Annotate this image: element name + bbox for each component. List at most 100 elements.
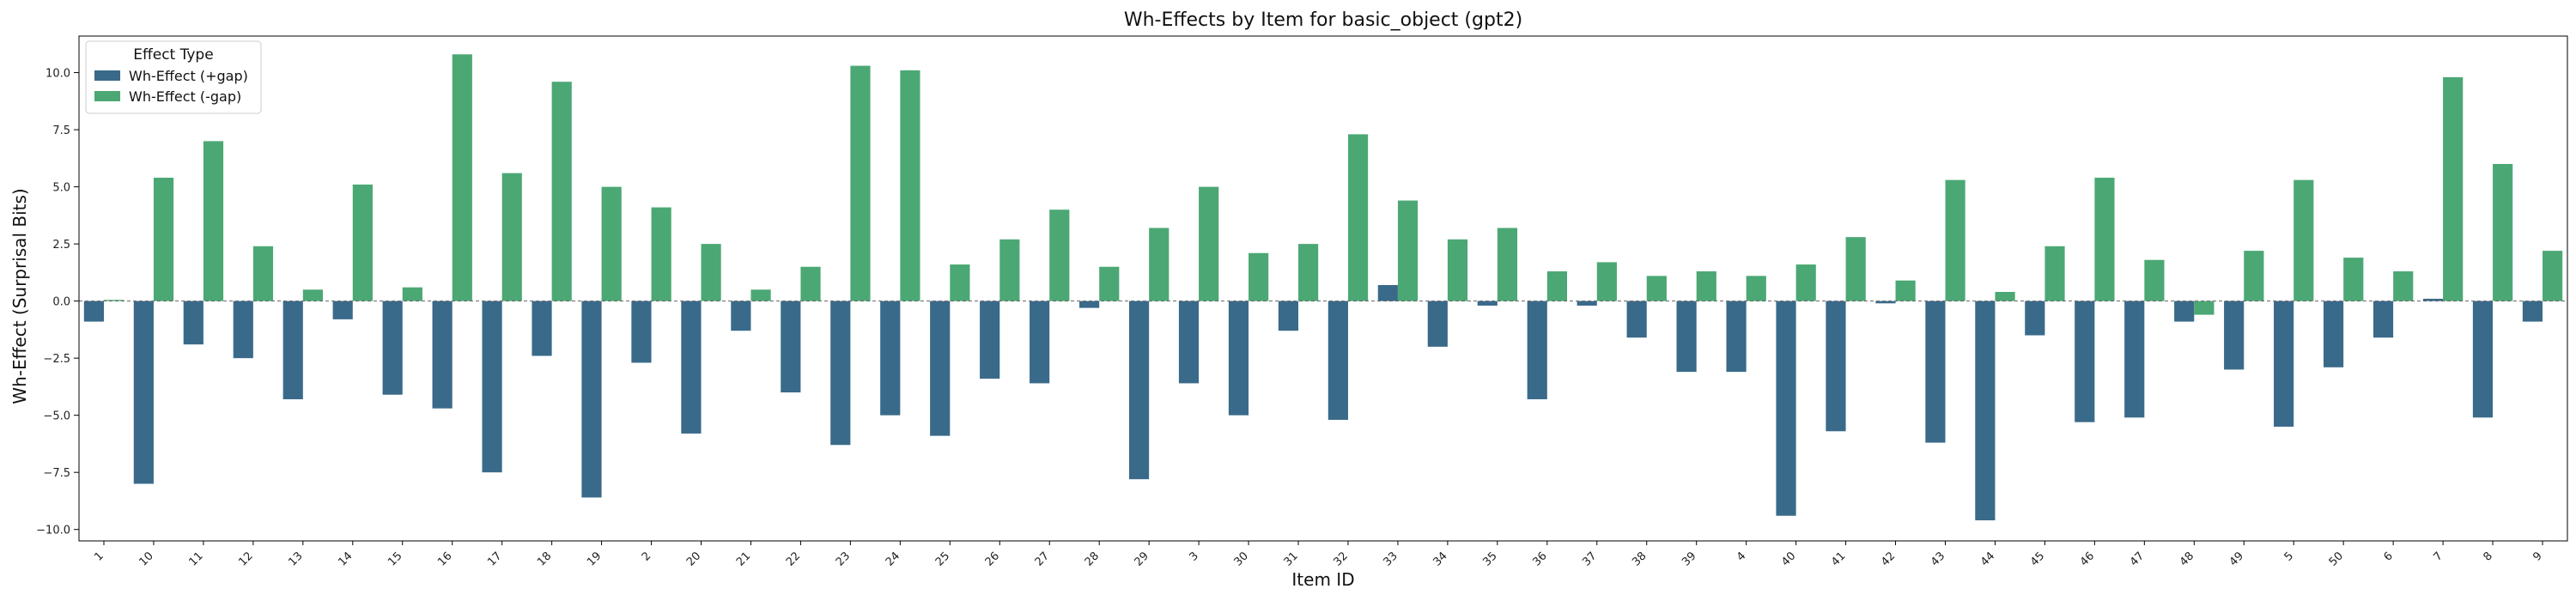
x-tick-label: 8 <box>2481 549 2494 563</box>
legend-title: Effect Type <box>133 46 213 64</box>
bar-minus-gap-29 <box>1149 228 1170 301</box>
bar-plus-gap-39 <box>1676 300 1697 373</box>
bar-minus-gap-25 <box>950 264 970 301</box>
bar-minus-gap-14 <box>352 184 373 301</box>
bar-plus-gap-17 <box>482 300 502 473</box>
bar-minus-gap-38 <box>1646 276 1667 301</box>
bar-plus-gap-29 <box>1128 300 1150 480</box>
y-tick-label: 0.0 <box>52 296 70 309</box>
bar-plus-gap-45 <box>2025 300 2045 336</box>
bar-minus-gap-4 <box>1746 276 1766 301</box>
bar-minus-gap-49 <box>2244 251 2264 301</box>
x-tick-label: 41 <box>1829 549 1848 568</box>
bar-plus-gap-48 <box>2174 300 2195 322</box>
legend-entry: Wh-Effect (-gap) <box>129 88 241 105</box>
bar-plus-gap-35 <box>1477 300 1498 306</box>
bar-plus-gap-24 <box>880 300 901 416</box>
y-tick-label: 2.5 <box>52 239 70 252</box>
bar-plus-gap-16 <box>432 300 453 409</box>
bar-plus-gap-11 <box>183 300 204 345</box>
y-axis-label: Wh-Effect (Surprisal Bits) <box>9 188 30 404</box>
legend-swatch <box>94 91 120 101</box>
bar-minus-gap-17 <box>501 173 522 301</box>
x-tick-label: 33 <box>1381 549 1400 568</box>
bar-minus-gap-22 <box>800 266 821 301</box>
bar-minus-gap-20 <box>701 244 721 301</box>
bar-plus-gap-18 <box>532 300 552 356</box>
bar-plus-gap-30 <box>1228 300 1249 416</box>
legend: Effect Type Wh-Effect (+gap) Wh-Effect (-g… <box>85 40 262 114</box>
x-tick-label: 14 <box>336 549 355 568</box>
bar-plus-gap-41 <box>1826 300 1846 432</box>
bar-minus-gap-30 <box>1249 252 1269 301</box>
bar-minus-gap-35 <box>1497 228 1518 301</box>
bar-plus-gap-23 <box>830 300 851 446</box>
bar-minus-gap-9 <box>2543 251 2563 301</box>
x-tick-label: 22 <box>784 549 803 568</box>
bar-minus-gap-31 <box>1298 244 1319 301</box>
x-tick-label: 42 <box>1879 549 1898 568</box>
x-tick-label: 16 <box>435 549 454 568</box>
y-tick-label: 5.0 <box>52 182 70 195</box>
bar-plus-gap-31 <box>1278 300 1299 331</box>
bar-minus-gap-16 <box>452 54 472 301</box>
x-tick-label: 29 <box>1133 549 1151 568</box>
x-tick-label: 38 <box>1630 549 1649 568</box>
x-tick-label: 39 <box>1680 549 1698 568</box>
x-tick-label: 25 <box>933 549 952 568</box>
bar-minus-gap-7 <box>2443 76 2464 301</box>
bar-minus-gap-41 <box>1845 237 1866 301</box>
bar-minus-gap-50 <box>2343 258 2364 301</box>
bar-minus-gap-2 <box>651 207 671 301</box>
bar-minus-gap-3 <box>1199 186 1219 301</box>
legend-swatch <box>94 70 120 81</box>
x-tick-label: 46 <box>2078 549 2097 568</box>
y-tick-label: 10.0 <box>46 68 70 81</box>
x-tick-label: 45 <box>2028 549 2047 568</box>
x-tick-label: 10 <box>137 549 155 568</box>
x-tick-label: 35 <box>1480 549 1499 568</box>
plot-frame <box>78 35 2568 542</box>
x-tick-label: 47 <box>2128 549 2147 568</box>
bar-plus-gap-37 <box>1577 300 1597 306</box>
bar-plus-gap-33 <box>1377 285 1398 301</box>
bar-minus-gap-47 <box>2144 259 2165 301</box>
x-tick-label: 27 <box>1033 549 1052 568</box>
bar-minus-gap-12 <box>252 246 274 301</box>
legend-entry: Wh-Effect (+gap) <box>129 68 248 84</box>
x-tick-label: 50 <box>2327 549 2346 568</box>
x-tick-label: 2 <box>640 549 653 563</box>
bar-minus-gap-44 <box>1995 291 2015 301</box>
plot-area <box>79 54 2567 521</box>
bar-minus-gap-43 <box>1945 179 1965 301</box>
bar-minus-gap-15 <box>402 287 422 301</box>
bar-minus-gap-8 <box>2493 163 2513 301</box>
x-tick-label: 20 <box>684 549 703 568</box>
bar-plus-gap-28 <box>1078 300 1100 308</box>
bar-minus-gap-13 <box>302 289 324 301</box>
bar-plus-gap-40 <box>1776 300 1796 516</box>
axes: −10.0 −7.5 −5.0 −2.5 0.0 2.5 5.0 7.5 10.0 1 10 11 12… <box>36 35 2568 569</box>
bar-plus-gap-19 <box>581 300 602 498</box>
bar-plus-gap-50 <box>2323 300 2344 367</box>
x-tick-label: 48 <box>2178 549 2196 568</box>
bar-plus-gap-5 <box>2274 300 2294 427</box>
bar-plus-gap-12 <box>233 300 253 359</box>
bar-minus-gap-18 <box>551 82 572 301</box>
bar-minus-gap-36 <box>1546 271 1568 301</box>
y-tick-label: −2.5 <box>43 353 70 366</box>
bar-minus-gap-42 <box>1895 280 1916 301</box>
chart-title: Wh-Effects by Item for basic_object (gpt… <box>1124 9 1522 31</box>
bar-minus-gap-39 <box>1696 271 1716 301</box>
bar-plus-gap-3 <box>1178 300 1200 384</box>
bar-minus-gap-10 <box>153 177 174 301</box>
bar-plus-gap-42 <box>1875 300 1896 304</box>
bar-plus-gap-13 <box>283 300 303 400</box>
x-tick-label: 44 <box>1978 549 1997 568</box>
bar-minus-gap-33 <box>1397 200 1419 301</box>
bar-minus-gap-27 <box>1049 209 1070 301</box>
x-tick-label: 23 <box>834 549 853 568</box>
bar-plus-gap-9 <box>2522 300 2543 322</box>
bar-plus-gap-46 <box>2075 300 2095 422</box>
bar-minus-gap-45 <box>2044 246 2065 301</box>
